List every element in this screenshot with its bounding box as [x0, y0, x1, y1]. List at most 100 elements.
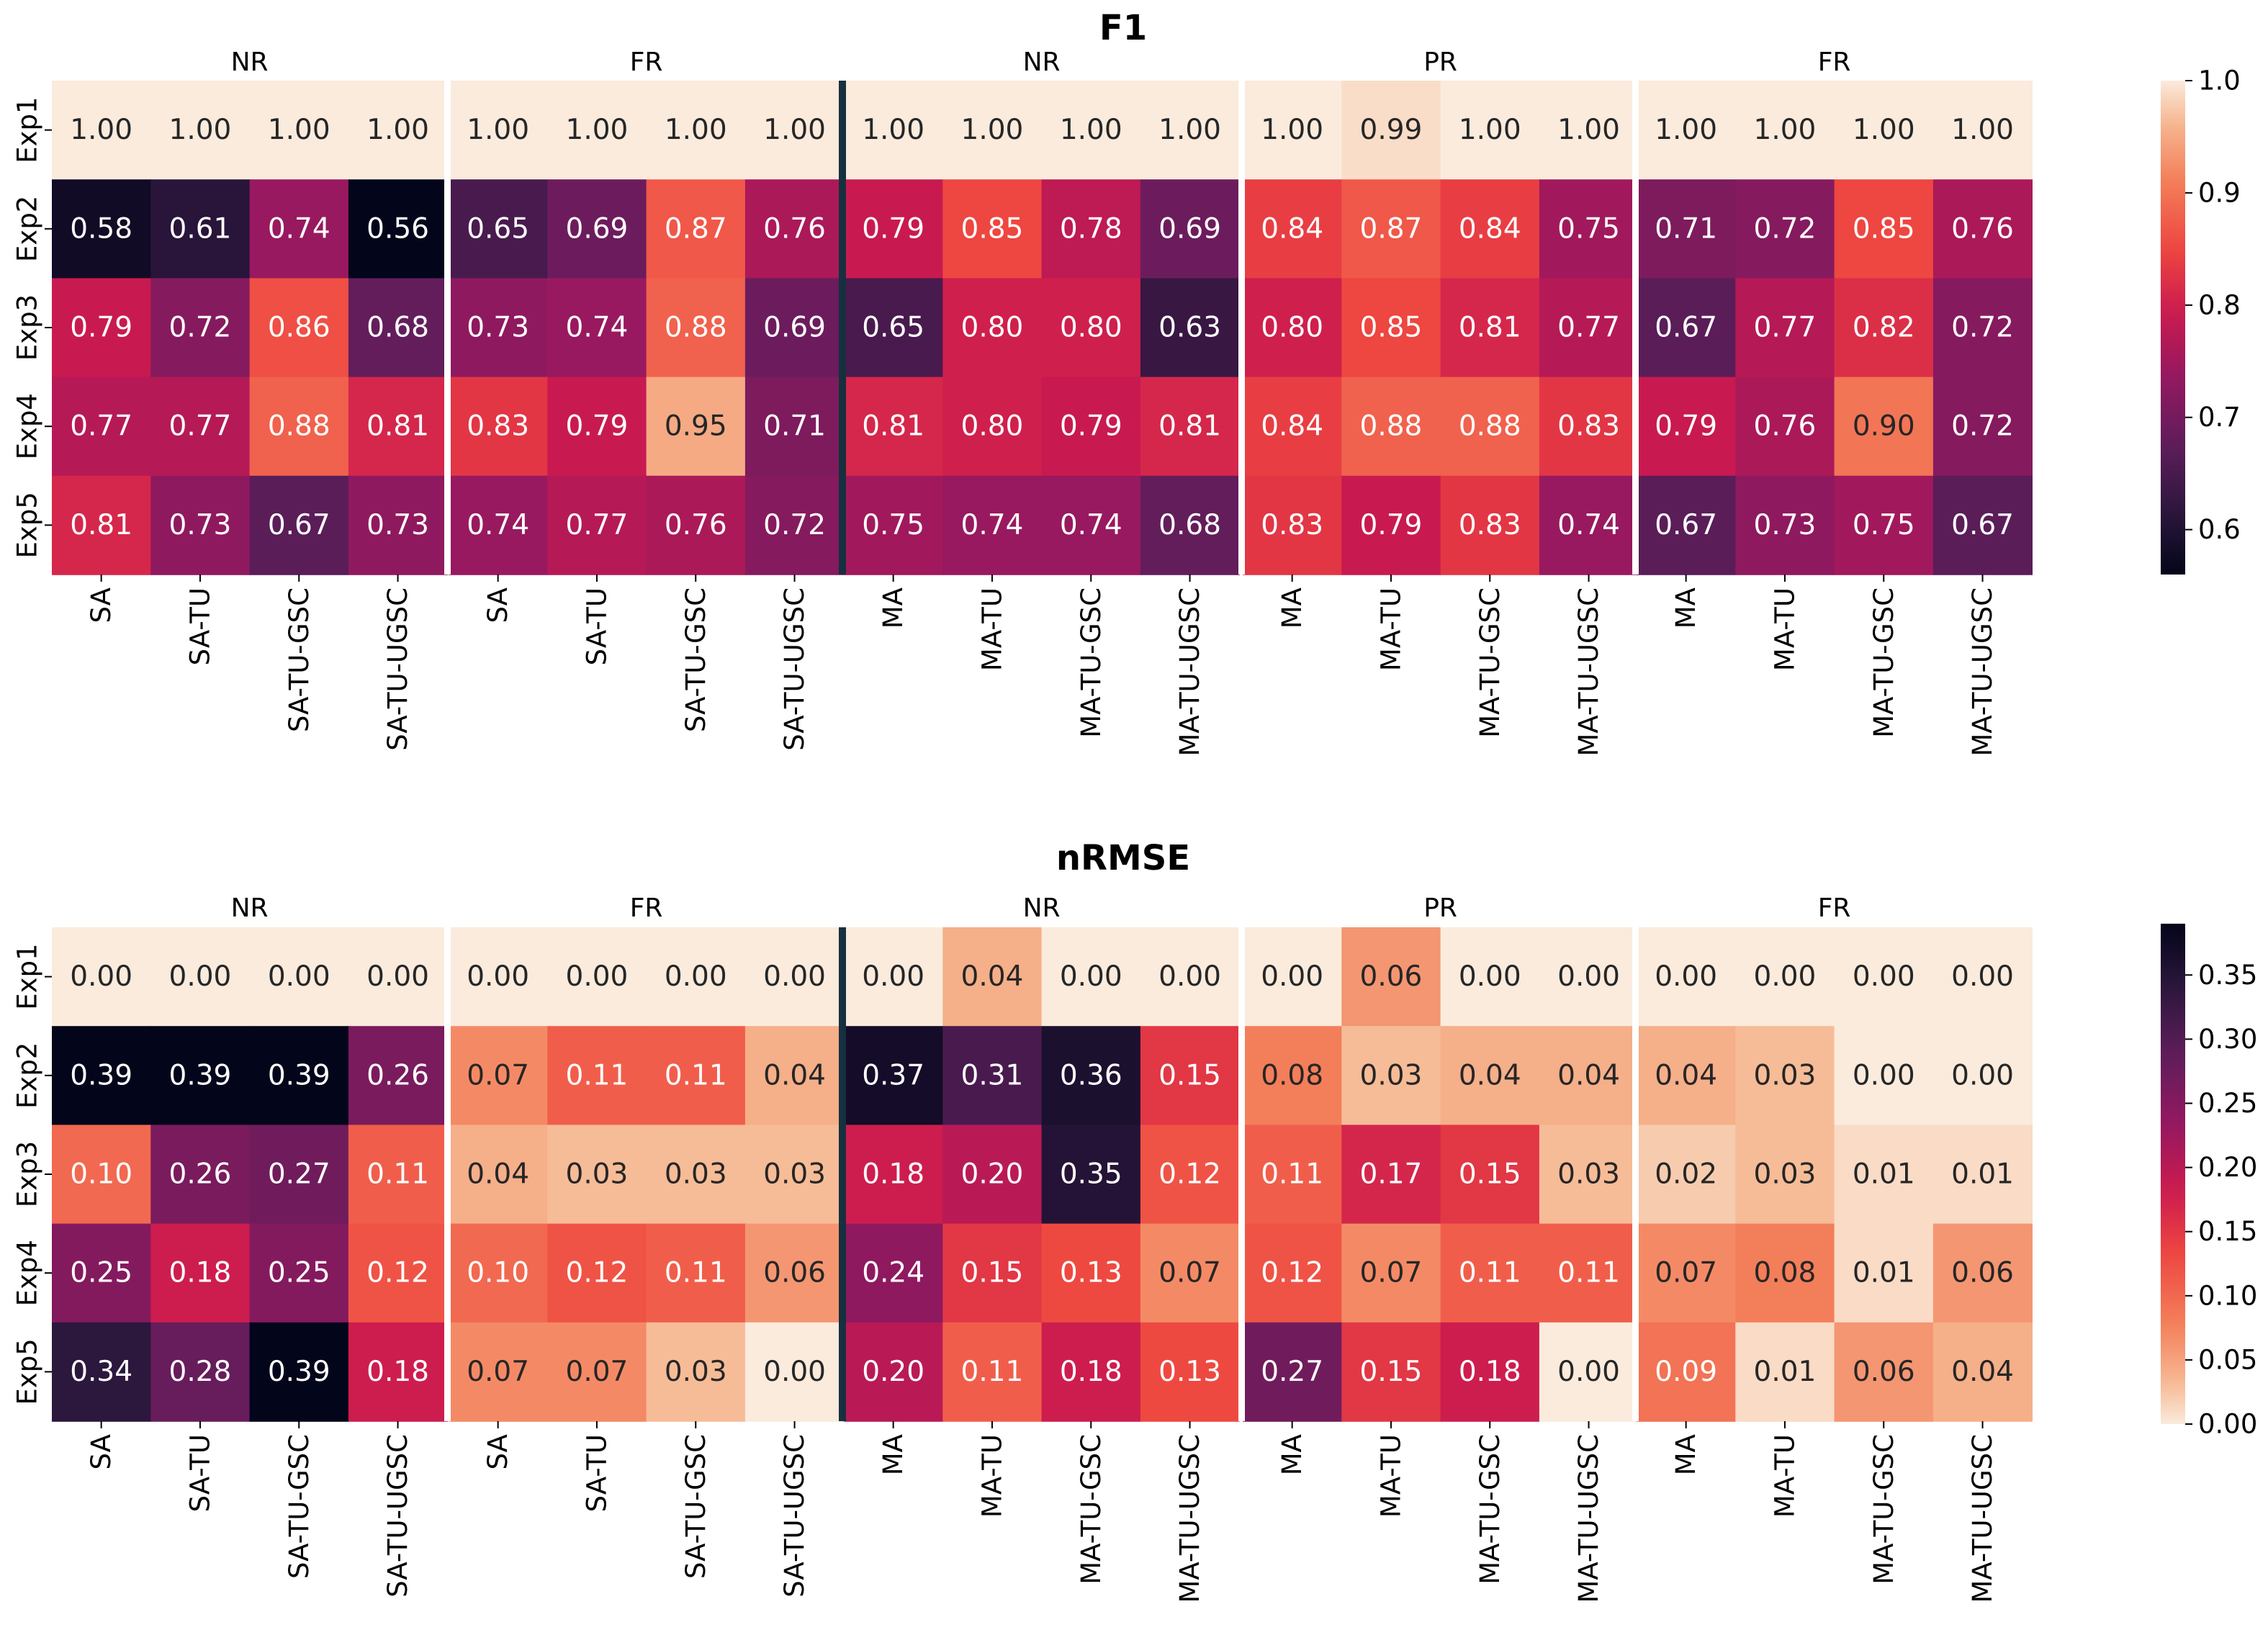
cell-value-label: 0.11	[366, 1158, 429, 1191]
cell-value-label: 0.74	[467, 509, 529, 541]
cell-value-label: 0.00	[366, 960, 429, 993]
heatmap-cell	[1539, 377, 1639, 477]
group-gap	[444, 81, 451, 575]
heatmap-cell	[1834, 1223, 1934, 1323]
cell-value-label: 0.03	[1557, 1158, 1620, 1191]
cell-value-label: 0.83	[1459, 509, 1521, 541]
cell-value-label: 0.01	[1853, 1257, 1915, 1289]
colorbar-tick-label: 0.7	[2198, 402, 2241, 433]
heatmap-cell	[52, 475, 152, 575]
cell-value-label: 0.00	[1158, 960, 1221, 993]
heatmap-cell	[348, 1322, 448, 1422]
cell-value-label: 1.00	[1261, 114, 1323, 146]
heatmap-cell	[150, 1322, 251, 1422]
colorbar-tick-label: 0.30	[2198, 1024, 2257, 1055]
row-label: Exp3	[12, 1141, 43, 1207]
cell-value-label: 0.65	[862, 312, 924, 344]
colorbar-tick-label: 1.0	[2198, 66, 2241, 96]
cell-value-label: 0.71	[1655, 212, 1717, 245]
cell-value-label: 0.81	[1459, 312, 1521, 344]
cell-value-label: 0.08	[1261, 1059, 1323, 1091]
heatmap-cell	[449, 81, 549, 180]
column-label: SA-TU-UGSC	[382, 1434, 413, 1598]
heatmap-cell	[1041, 278, 1141, 378]
heatmap-cell	[942, 1223, 1043, 1323]
colorbar-tick-label: 0.8	[2198, 289, 2241, 320]
cell-value-label: 0.74	[1060, 509, 1122, 541]
heatmap-cell	[449, 179, 549, 279]
cell-value-label: 0.12	[366, 1257, 429, 1289]
column-label: MA	[1277, 587, 1308, 629]
cell-value-label: 0.08	[1754, 1257, 1817, 1289]
heatmap-cell	[1637, 1322, 1737, 1422]
block-divider	[839, 927, 846, 1421]
heatmap-cell	[1637, 1026, 1737, 1126]
heatmap-cell	[1735, 1125, 1835, 1225]
cell-value-label: 0.99	[1360, 114, 1423, 146]
heatmap-cell	[942, 377, 1043, 477]
cell-value-label: 0.71	[763, 410, 826, 443]
heatmap-cell	[449, 1026, 549, 1126]
cell-value-label: 1.00	[961, 114, 1024, 146]
cell-value-label: 0.26	[366, 1059, 429, 1091]
column-label: MA-TU-UGSC	[1967, 587, 1998, 756]
heatmap-cell	[547, 377, 647, 477]
heatmap-cell	[1539, 1125, 1639, 1225]
cell-value-label: 0.03	[1360, 1059, 1423, 1091]
cell-value-label: 0.80	[1060, 312, 1122, 344]
heatmap-cell	[1735, 475, 1835, 575]
cell-value-label: 0.76	[665, 509, 727, 541]
cell-value-label: 1.00	[1459, 114, 1521, 146]
heatmap-cell	[1834, 1322, 1934, 1422]
cell-value-label: 0.03	[1754, 1059, 1817, 1091]
heatmap-cell	[1243, 81, 1343, 180]
heatmap-cell	[1834, 927, 1934, 1027]
heatmap-cell	[1140, 1125, 1240, 1225]
cell-value-label: 0.34	[70, 1356, 132, 1388]
heatmap-cell	[744, 927, 845, 1027]
group-label: FR	[630, 893, 663, 923]
cell-value-label: 0.04	[1655, 1059, 1717, 1091]
cell-value-label: 0.07	[1158, 1257, 1221, 1289]
group-label: FR	[630, 48, 663, 77]
heatmap-cell	[1932, 1026, 2033, 1126]
heatmap-cell	[449, 1125, 549, 1225]
cell-value-label: 0.03	[665, 1356, 727, 1388]
heatmap-cell	[1140, 1223, 1240, 1323]
heatmap-cell	[1834, 377, 1934, 477]
cell-value-label: 0.73	[1754, 509, 1817, 541]
cell-value-label: 1.00	[665, 114, 727, 146]
cell-value-label: 1.00	[1853, 114, 1915, 146]
cell-value-label: 0.56	[366, 212, 429, 245]
cell-value-label: 0.11	[566, 1059, 629, 1091]
heatmap-cell	[1637, 1223, 1737, 1323]
cell-value-label: 0.11	[1261, 1158, 1323, 1191]
cell-value-label: 0.00	[1951, 960, 2014, 993]
heatmap-cell	[547, 81, 647, 180]
colorbar-tick-label: 0.20	[2198, 1152, 2257, 1183]
cell-value-label: 0.76	[1754, 410, 1817, 443]
cell-value-label: 0.88	[268, 410, 330, 443]
heatmap-cell	[1932, 81, 2033, 180]
cell-value-label: 1.00	[1060, 114, 1122, 146]
heatmap-cell	[1041, 1322, 1141, 1422]
heatmap-cell	[1932, 1125, 2033, 1225]
heatmap-cell	[1637, 377, 1737, 477]
cell-value-label: 0.15	[1158, 1059, 1221, 1091]
heatmap-cell	[249, 1125, 349, 1225]
cell-value-label: 0.11	[1557, 1257, 1620, 1289]
heatmap-cell	[348, 1125, 448, 1225]
heatmap-cell	[1735, 1322, 1835, 1422]
column-label: SA	[482, 587, 513, 623]
heatmap-cell	[150, 179, 251, 279]
heatmap-cell	[744, 1223, 845, 1323]
column-label: MA-TU-GSC	[1076, 587, 1107, 738]
heatmap-cell	[1041, 1223, 1141, 1323]
heatmap-cell	[150, 1223, 251, 1323]
heatmap-cell	[1735, 179, 1835, 279]
cell-value-label: 0.00	[1557, 1356, 1620, 1388]
cell-value-label: 0.79	[70, 312, 132, 344]
heatmap-cell	[1440, 1223, 1540, 1323]
heatmap-cell	[52, 278, 152, 378]
